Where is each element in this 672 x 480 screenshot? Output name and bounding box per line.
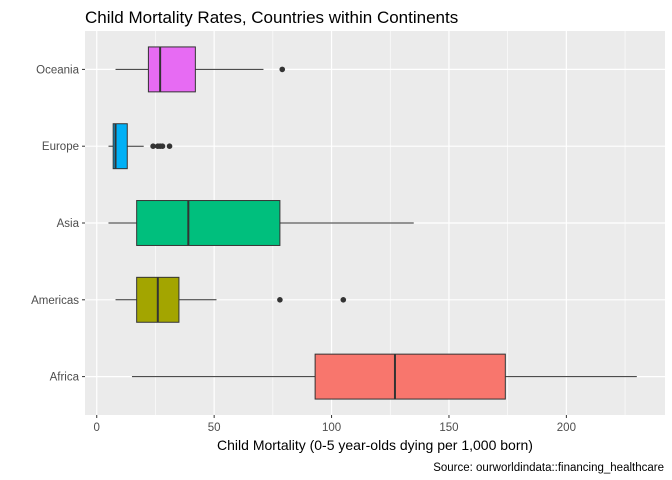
x-axis-title: Child Mortality (0-5 year-olds dying per… [217,437,533,453]
box-americas [115,276,347,323]
chart-title: Child Mortality Rates, Countries within … [85,8,458,27]
outlier-point [159,143,166,149]
outlier-point [277,297,283,303]
box-asia [108,200,414,246]
x-tick-label: 0 [94,422,100,434]
outlier-point [150,143,156,149]
y-tick-label: Asia [57,218,80,230]
y-tick-label: Americas [31,295,79,307]
box-iqr [136,200,281,246]
outlier-point [279,66,286,73]
box-iqr [314,353,506,400]
y-tick-label: Europe [42,141,79,153]
y-tick-label: Oceania [36,64,79,76]
x-tick-label: 100 [322,422,341,434]
y-tick-label: Africa [50,372,80,384]
box-europe [108,123,173,170]
x-tick-label: 150 [439,422,458,434]
x-axis: 0 50 100 150 200 [94,415,576,434]
chart-caption: Source: ourworldindata::financing_health… [433,462,664,474]
box-iqr [112,123,128,170]
x-tick-label: 50 [208,422,221,434]
x-tick-label: 200 [557,422,576,434]
outlier-point [340,297,347,303]
y-axis: Africa Americas Asia Europe Oceania [31,64,85,384]
box-africa [131,353,637,400]
box-oceania [115,46,286,93]
outlier-point [166,143,173,149]
box-series [108,46,637,400]
box-iqr [147,46,196,93]
